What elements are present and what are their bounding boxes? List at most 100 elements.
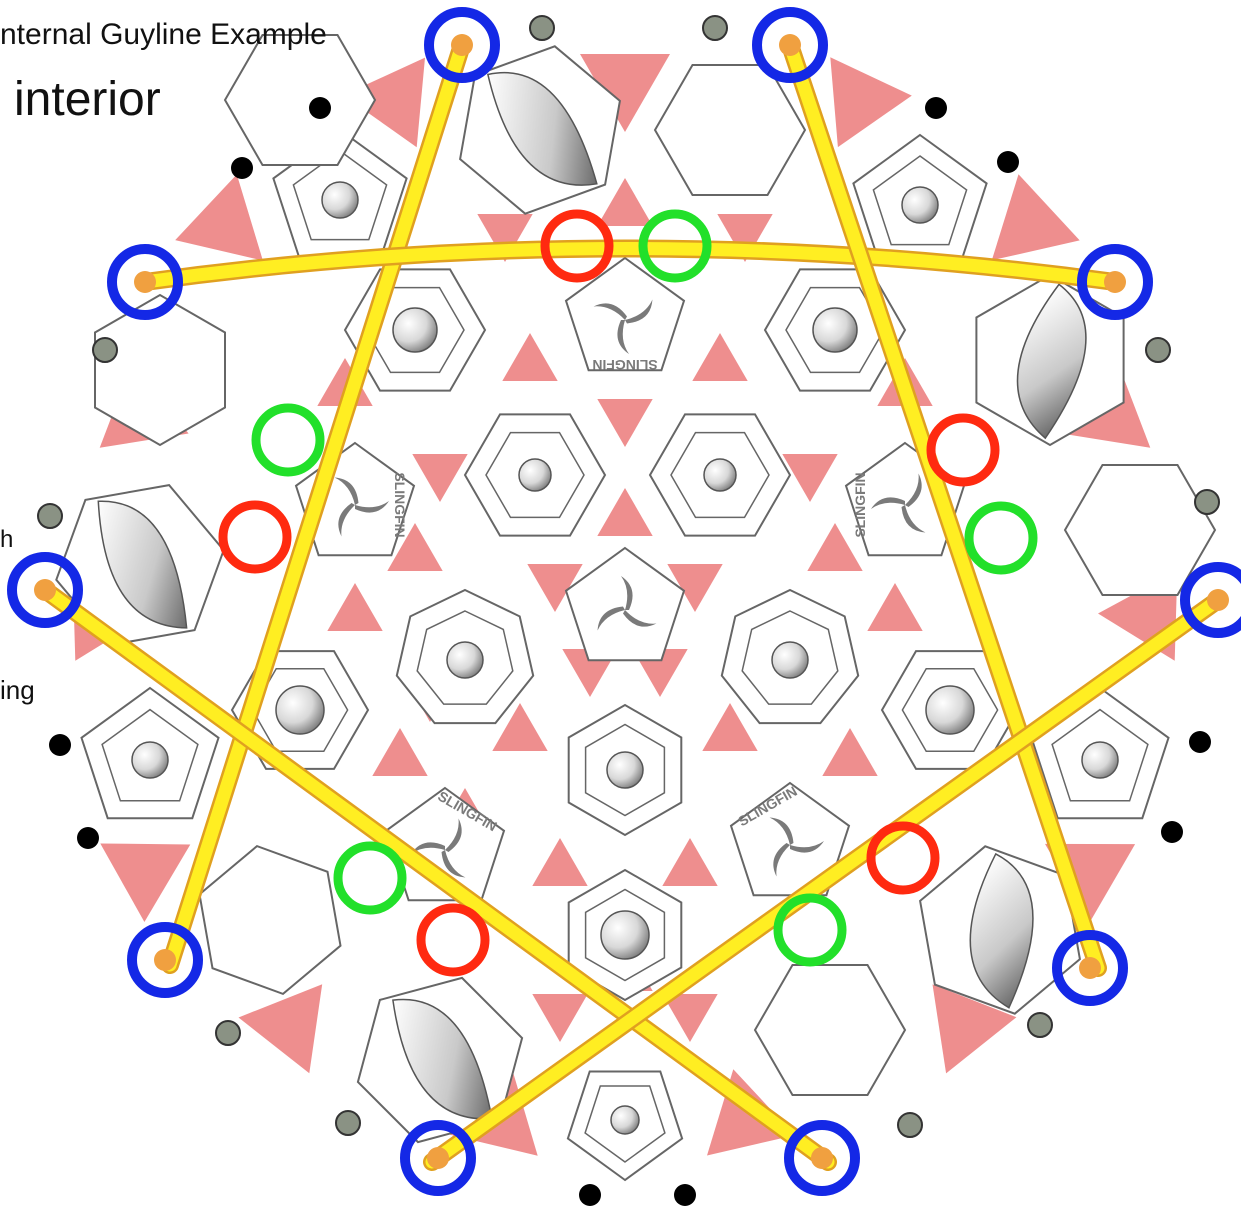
window-lens xyxy=(97,500,188,629)
red-triangle xyxy=(597,178,653,226)
red-triangle xyxy=(782,454,838,502)
panel-inner-outline xyxy=(485,431,585,519)
panel-inner-outline xyxy=(584,723,666,817)
red-triangle xyxy=(412,454,468,502)
window-lens xyxy=(969,852,1034,1009)
slingfin-logo-icon: SLINGFIN xyxy=(592,299,658,373)
slingfin-logo-icon: SLINGFIN xyxy=(334,472,408,538)
anchor-ring xyxy=(784,1120,860,1196)
anchor-ring xyxy=(400,1120,476,1196)
anchor-dot xyxy=(1207,589,1229,611)
anchor-dot xyxy=(811,1147,833,1169)
guylines xyxy=(36,36,1227,1171)
gray-dot xyxy=(215,1020,241,1046)
anchor-ring xyxy=(1077,244,1153,320)
black-dot xyxy=(1189,731,1211,753)
gray-dot xyxy=(702,15,728,41)
red-triangle xyxy=(667,564,723,612)
markers xyxy=(7,7,1241,1196)
panel-outline xyxy=(198,844,342,996)
logo-blade xyxy=(445,818,462,852)
logo-text: SLINGFIN xyxy=(852,472,868,537)
black-dot xyxy=(49,734,71,756)
anchor-dot xyxy=(34,579,56,601)
guyline xyxy=(783,38,1105,975)
crossing-over-ring xyxy=(926,413,1000,487)
panel-inner-outline xyxy=(292,150,388,241)
logo-blade xyxy=(905,473,922,507)
red-triangle xyxy=(830,57,912,148)
red-triangle xyxy=(867,583,923,631)
slingfin-logo-icon: SLINGFIN xyxy=(852,472,926,538)
window xyxy=(486,71,598,186)
crossing-under-ring xyxy=(251,403,325,477)
anchor-ring xyxy=(127,922,203,998)
panel-outline xyxy=(223,34,377,166)
perimeter-dots xyxy=(37,15,1220,1206)
crossing-over-ring xyxy=(218,500,292,574)
red-triangle xyxy=(527,564,583,612)
red-triangle xyxy=(580,54,670,132)
window xyxy=(969,852,1034,1009)
panel-outline xyxy=(1063,464,1217,596)
red-triangle xyxy=(822,728,878,776)
logo-blade xyxy=(621,576,633,610)
window xyxy=(1016,283,1087,440)
panel-outline xyxy=(94,293,226,447)
logo-blade xyxy=(334,477,359,505)
panel-outline xyxy=(753,964,907,1096)
red-triangle xyxy=(807,523,863,571)
anchor-ring xyxy=(107,244,183,320)
left-label-fragment: ing xyxy=(0,675,35,705)
red-triangle xyxy=(175,174,263,261)
anchor-dot xyxy=(134,271,156,293)
logo-blade xyxy=(769,817,794,845)
panel-inner-outline xyxy=(584,1085,666,1163)
red-triangle xyxy=(597,399,653,447)
gray-dot xyxy=(37,503,63,529)
crossing-over-ring xyxy=(416,903,490,977)
red-triangle xyxy=(532,994,588,1042)
logo-blade xyxy=(623,610,657,627)
panel-inner-outline xyxy=(101,708,199,802)
anchor-dot xyxy=(1104,271,1126,293)
logo-blade xyxy=(597,606,625,631)
red-triangle xyxy=(477,214,533,262)
black-dot xyxy=(77,827,99,849)
vent-disc xyxy=(812,307,858,353)
black-dot xyxy=(674,1184,696,1206)
anchor-ring xyxy=(7,552,83,628)
red-triangle xyxy=(327,583,383,631)
logo-blade xyxy=(773,843,790,877)
anchor-ring xyxy=(1052,930,1128,1006)
gray-dot xyxy=(1194,489,1220,515)
panel-inner-outline xyxy=(1051,708,1149,802)
anchor-dot xyxy=(1079,957,1101,979)
crossing-under-ring xyxy=(773,893,847,967)
left-label-fragment: h xyxy=(0,526,14,553)
logo-blade xyxy=(355,501,389,513)
logo-blade xyxy=(625,299,653,324)
anchor-ring xyxy=(1180,562,1241,638)
crossing-over-ring xyxy=(540,209,614,283)
vent-disc xyxy=(600,910,650,960)
panel-outlines xyxy=(55,34,1217,1182)
vent-disc xyxy=(901,186,939,224)
slingfin-logo-icon xyxy=(597,576,657,631)
panel-outline xyxy=(653,64,807,196)
logo-blade xyxy=(441,850,466,878)
anchor-dot xyxy=(779,34,801,56)
anchor-ring xyxy=(752,7,828,83)
vent-disc xyxy=(275,685,325,735)
vent-disc xyxy=(392,307,438,353)
logo-panel xyxy=(564,546,686,662)
gray-dot xyxy=(529,15,555,41)
crossing-under-ring xyxy=(638,209,712,283)
crossing-under-ring xyxy=(333,841,407,915)
red-triangle xyxy=(991,174,1080,261)
black-dot xyxy=(309,97,331,119)
red-triangle xyxy=(238,984,323,1074)
vent-disc xyxy=(446,641,484,679)
panel-inner-outline xyxy=(584,888,666,982)
